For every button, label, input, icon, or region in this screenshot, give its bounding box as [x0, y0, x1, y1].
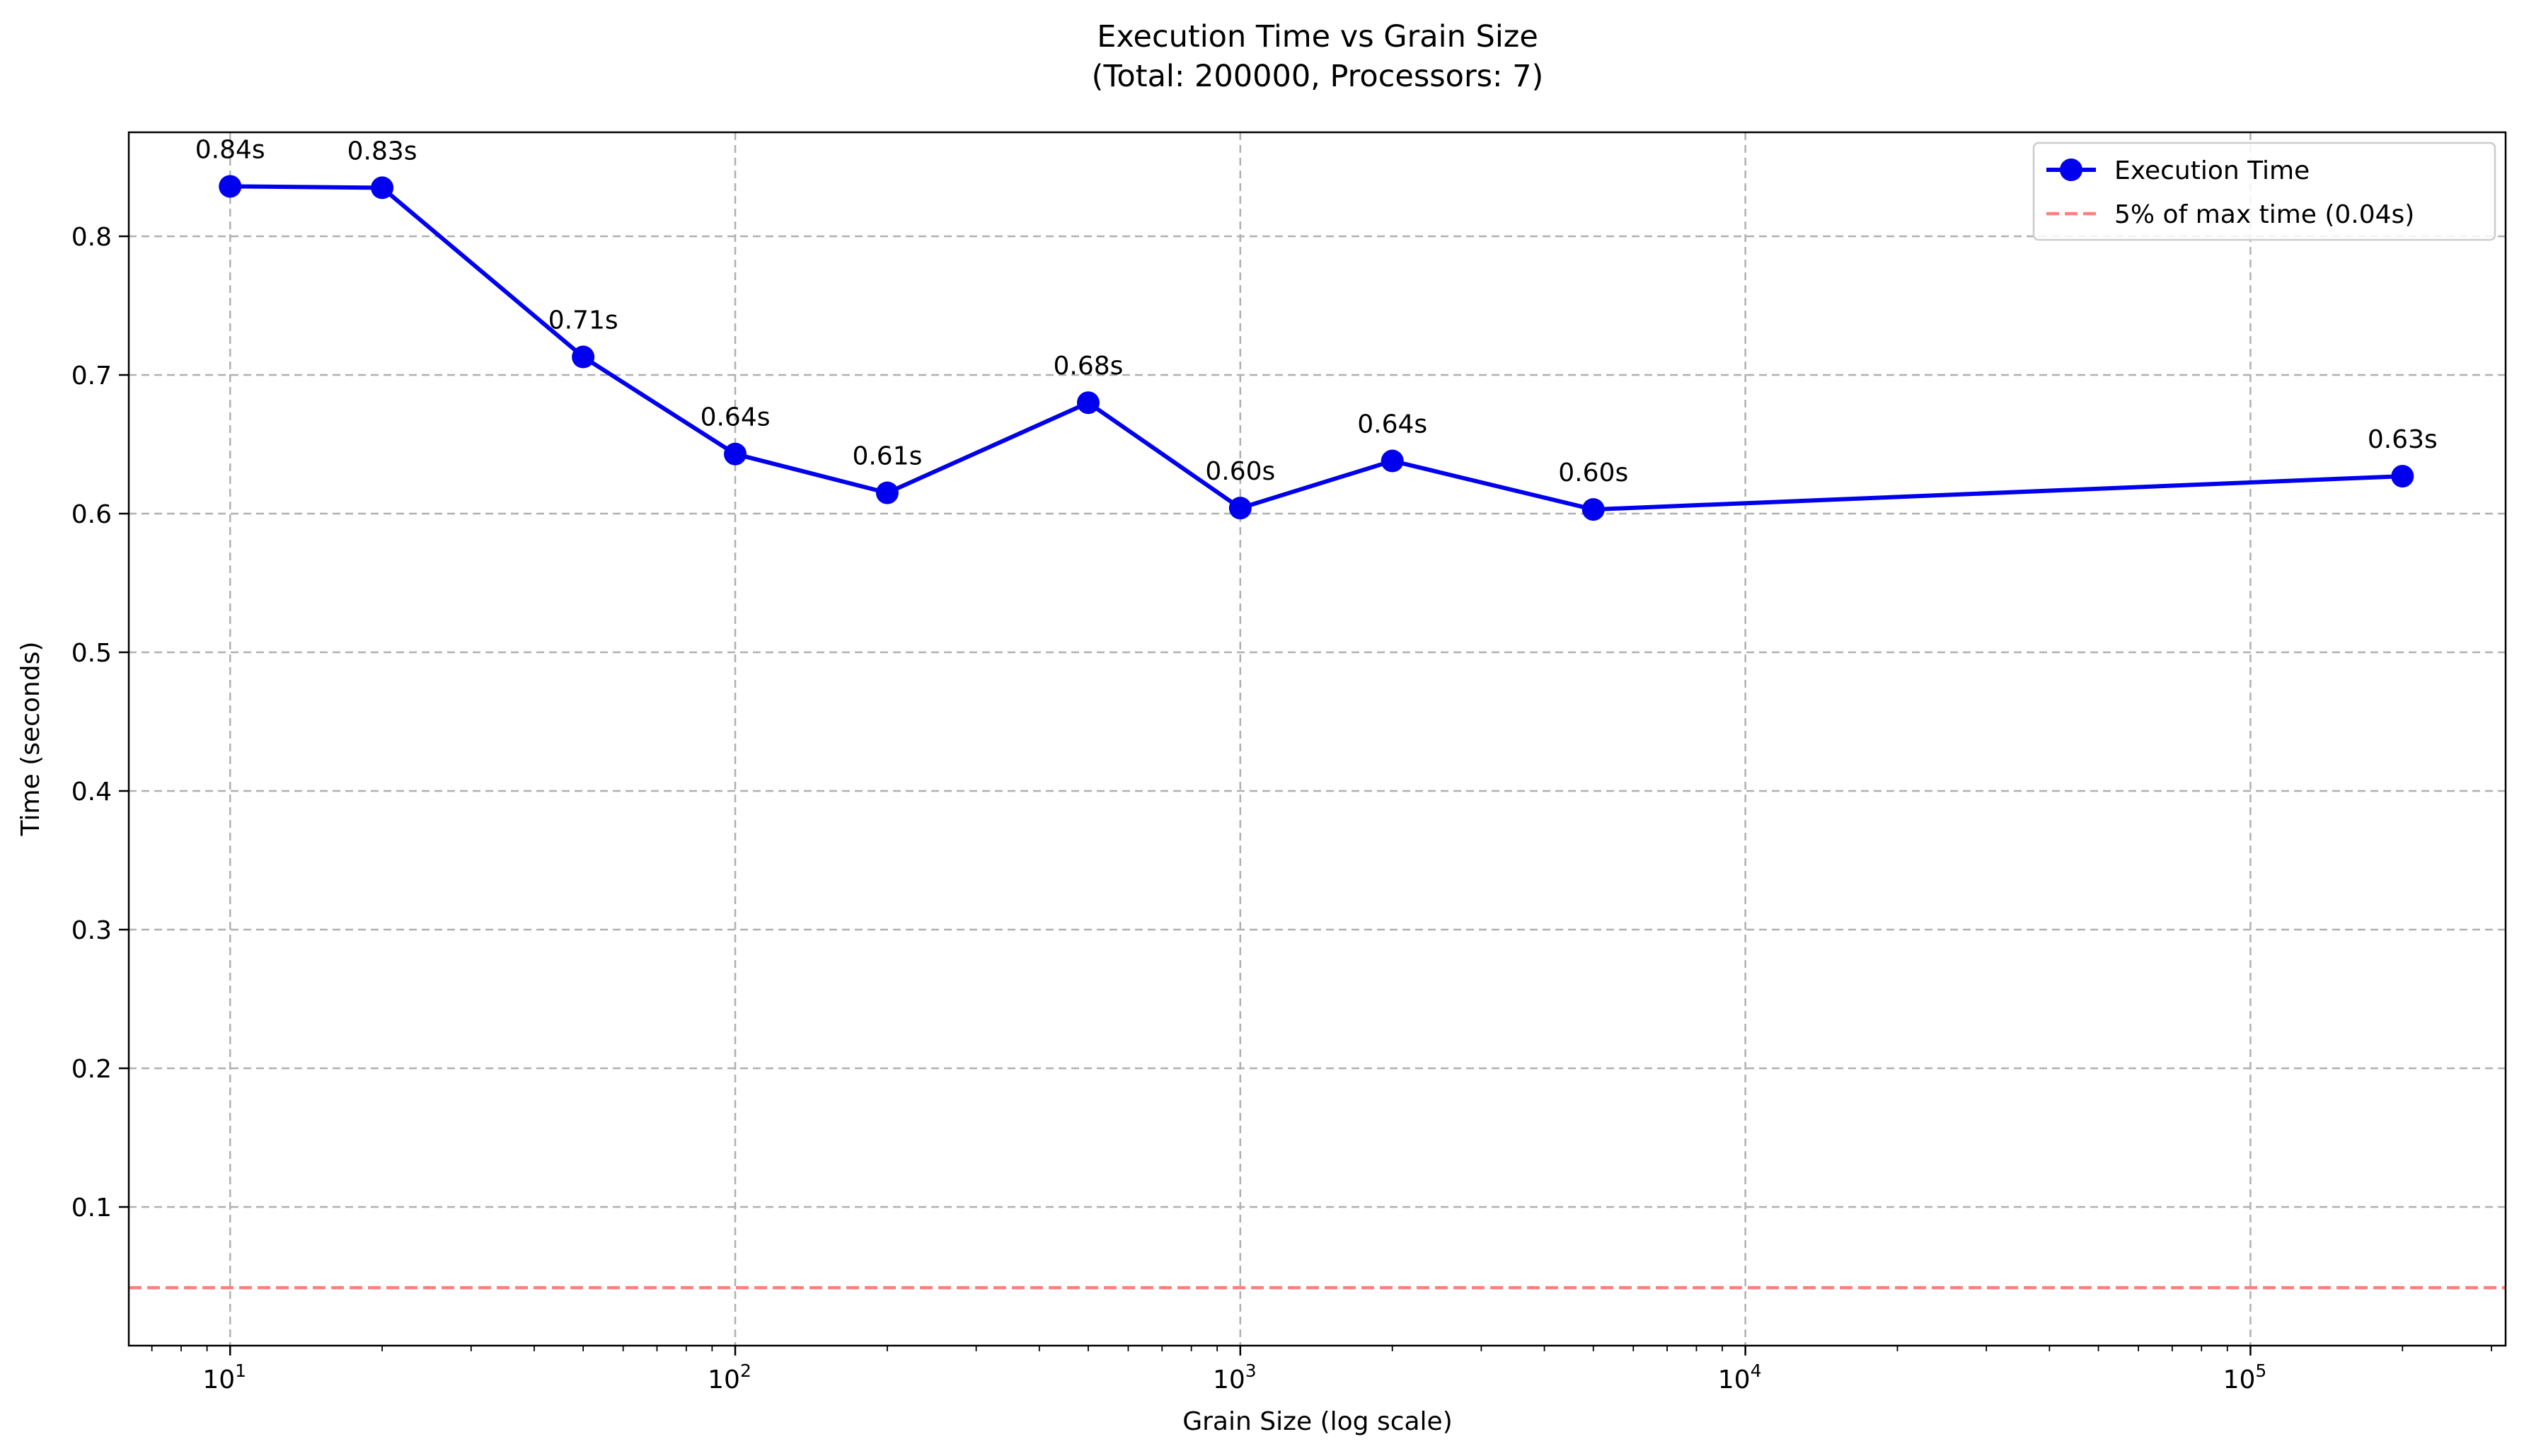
data-point: [572, 345, 595, 369]
chart-title: Execution Time vs Grain Size: [1097, 19, 1538, 54]
y-axis-ticks: 0.1 0.2 0.3 0.4 0.5 0.6 0.7 0.8: [71, 223, 129, 1223]
x-tick-label: 102: [708, 1360, 751, 1394]
data-label: 0.64s: [701, 403, 771, 432]
y-tick-label: 0.1: [71, 1194, 112, 1223]
legend: Execution Time 5% of max time (0.04s): [2032, 141, 2496, 241]
legend-series-marker: [2060, 158, 2082, 181]
x-tick-label: 103: [1213, 1360, 1257, 1394]
y-tick-label: 0.7: [71, 362, 112, 391]
x-tick-label-base: 10: [1718, 1365, 1751, 1394]
series-line: [230, 184, 2403, 512]
data-point: [371, 176, 394, 200]
x-tick-label-base: 10: [2223, 1365, 2256, 1394]
legend-box: [2032, 141, 2496, 241]
x-tick-label-base: 10: [708, 1365, 740, 1394]
x-tick-label-exponent: 2: [740, 1360, 751, 1381]
x-tick-label: 105: [2223, 1360, 2267, 1394]
data-point: [1381, 449, 1404, 473]
x-tick-label-base: 10: [202, 1365, 235, 1394]
data-point: [875, 481, 899, 504]
data-label: 0.64s: [1357, 410, 1427, 439]
data-label: 0.68s: [1053, 352, 1123, 381]
plot-area-frame: [127, 131, 2507, 1347]
data-point: [1076, 391, 1100, 415]
data-point: [2391, 465, 2414, 488]
chart-subtitle: (Total: 200000, Processors: 7): [1092, 59, 1544, 94]
data-label: 0.60s: [1205, 457, 1275, 486]
data-point: [724, 442, 747, 466]
legend-series-label: Execution Time: [2114, 156, 2310, 185]
x-tick-label-exponent: 1: [235, 1360, 246, 1381]
data-label: 0.71s: [548, 306, 618, 335]
legend-reference-label: 5% of max time (0.04s): [2114, 200, 2414, 229]
data-label: 0.83s: [347, 137, 417, 166]
data-label: 0.61s: [852, 442, 922, 471]
data-labels: 0.84s 0.83s 0.71s 0.64s 0.61s 0.68s 0.60s 0.64s…: [195, 135, 2438, 487]
y-tick-label: 0.3: [71, 916, 112, 945]
x-axis-label: Grain Size (log scale): [1182, 1407, 1453, 1436]
x-tick-label-exponent: 5: [2255, 1360, 2266, 1381]
y-tick-label: 0.8: [71, 223, 112, 252]
y-tick-label: 0.5: [71, 639, 112, 668]
data-point: [1581, 498, 1605, 521]
x-axis-ticks: 101 102 103 104 105: [151, 1346, 2492, 1394]
y-tick-label: 0.2: [71, 1055, 112, 1084]
data-point: [1228, 497, 1252, 520]
x-tick-label-base: 10: [1213, 1365, 1245, 1394]
grid-lines: [129, 132, 2506, 1346]
x-tick-label-exponent: 4: [1751, 1360, 1762, 1381]
x-tick-label-exponent: 3: [1245, 1360, 1257, 1381]
data-point: [219, 175, 242, 198]
y-tick-label: 0.4: [71, 778, 112, 807]
x-tick-label: 101: [202, 1360, 246, 1394]
x-tick-label: 104: [1718, 1360, 1762, 1394]
data-label: 0.63s: [2368, 425, 2438, 454]
data-label: 0.60s: [1558, 458, 1628, 487]
data-label: 0.84s: [195, 135, 265, 164]
y-axis-label: Time (seconds): [16, 642, 45, 837]
y-tick-label: 0.6: [71, 500, 112, 529]
series-layer: [219, 175, 2414, 521]
